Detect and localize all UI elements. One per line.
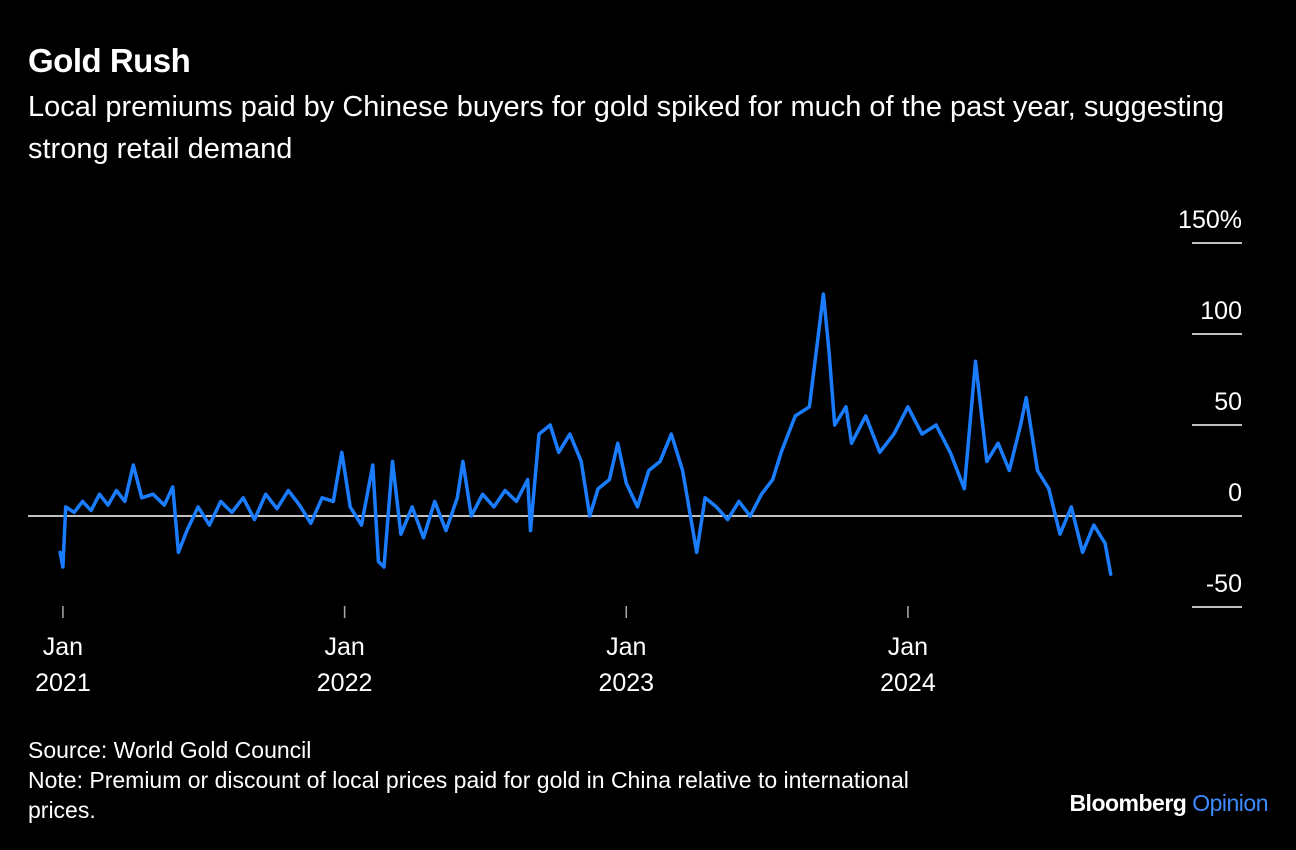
y-tick-label: -50 — [1206, 570, 1242, 598]
y-tick-label: 0 — [1228, 479, 1242, 507]
y-tick-label: 50 — [1214, 388, 1242, 416]
brand: Bloomberg Opinion — [1069, 790, 1268, 817]
y-tick-label: 150% — [1178, 206, 1242, 234]
brand-name: Bloomberg — [1069, 790, 1187, 816]
y-tick-label: 100 — [1200, 297, 1242, 325]
chart-title: Gold Rush — [28, 42, 191, 79]
footnote: Note: Premium or discount of local price… — [28, 767, 909, 823]
source-note: Source: World Gold Council — [28, 737, 312, 763]
brand-suffix: Opinion — [1192, 790, 1268, 816]
x-tick-label: Jan 2023 — [598, 633, 655, 697]
x-tick-label: Jan 2021 — [35, 633, 91, 697]
data-line — [58, 292, 1113, 576]
x-tick-label: Jan 2024 — [880, 633, 936, 697]
chart-subtitle: Local premiums paid by Chinese buyers fo… — [28, 91, 1225, 165]
x-tick-label: Jan 2022 — [316, 633, 373, 697]
